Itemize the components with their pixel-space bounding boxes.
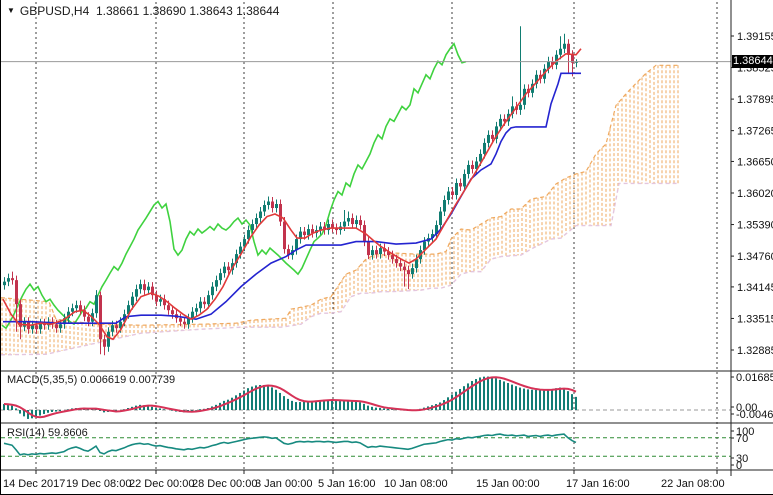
chikou-line [1, 42, 467, 330]
time-axis-label[interactable]: 19 Dec 08:00 [66, 478, 131, 490]
grid-lines [35, 2, 718, 470]
price-axis: 1.391551.385251.378951.372651.366501.360… [731, 31, 773, 357]
time-axis-label[interactable]: 22 Jan 08:00 [661, 478, 725, 490]
macd-panel [1, 376, 731, 419]
chart-dropdown-icon[interactable]: ▼ [7, 6, 15, 15]
ichimoku-cloud [1, 64, 679, 356]
macd-axis-label: 0.016856 [736, 372, 773, 384]
current-price-badge: 1.38644 [732, 55, 773, 68]
time-axis-label[interactable]: 3 Jan 00:00 [255, 478, 313, 490]
price-axis-label: 1.32885 [737, 345, 773, 357]
time-axis-label[interactable]: 5 Jan 16:00 [318, 478, 376, 490]
price-axis-label: 1.36650 [737, 156, 773, 168]
rsi-axis-label: 70 [736, 433, 748, 445]
price-axis-label: 1.35390 [737, 220, 773, 232]
price-axis-label: 1.39155 [737, 31, 773, 43]
time-axis-label[interactable]: 28 Dec 00:00 [192, 478, 257, 490]
chart-title: ▼ GBPUSD,H4 1.38661 1.38690 1.38643 1.386… [7, 4, 279, 18]
macd-indicator-label: MACD(5,35,5) 0.006619 0.007739 [7, 374, 176, 386]
time-axis-label[interactable]: 10 Jan 08:00 [384, 478, 448, 490]
macd-axis-label: -0.004671 [736, 409, 773, 421]
rsi-indicator-label: RSI(14) 59.8606 [7, 427, 88, 439]
panel-borders [1, 0, 773, 476]
chart-symbol-period: GBPUSD,H4 [19, 4, 90, 18]
time-axis-label[interactable]: 22 Dec 00:00 [129, 478, 194, 490]
time-axis-label[interactable]: 14 Dec 2017 [3, 478, 65, 490]
rsi-axis-label: 30 [736, 453, 748, 465]
rsi-axis-label: 100 [736, 426, 754, 438]
rsi-panel [1, 433, 731, 457]
price-axis-label: 1.37895 [737, 94, 773, 106]
chart-ohlc-values: 1.38661 1.38690 1.38643 1.38644 [95, 4, 280, 18]
price-axis-label: 1.36020 [737, 188, 773, 200]
price-axis-label: 1.37265 [737, 126, 773, 138]
price-axis-label: 1.33515 [737, 313, 773, 325]
macd-axis: 0.016856 0.00-0.004671 [731, 372, 773, 421]
price-axis-label: 1.34760 [737, 251, 773, 263]
tenkan-line [2, 48, 582, 341]
macd-axis-label: 0.00 [736, 402, 757, 414]
time-axis-label[interactable]: 17 Jan 16:00 [566, 478, 630, 490]
candles-layer [3, 26, 578, 356]
rsi-axis-label: 0 [736, 460, 742, 472]
kijun-line [3, 72, 581, 325]
price-axis-label: 1.34145 [737, 282, 773, 294]
time-axis-label[interactable]: 15 Jan 00:00 [476, 478, 540, 490]
